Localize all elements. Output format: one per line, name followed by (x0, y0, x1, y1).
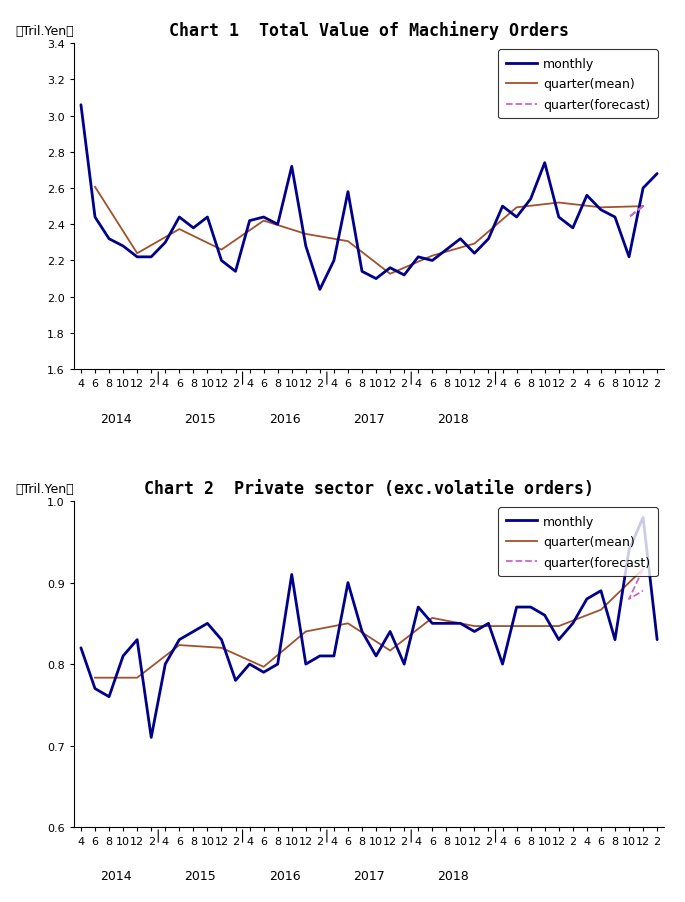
Text: 2014: 2014 (100, 412, 132, 425)
Text: 2017: 2017 (353, 412, 385, 425)
Text: （Tril.Yen）: （Tril.Yen） (15, 482, 73, 495)
Text: 2018: 2018 (438, 412, 469, 425)
Text: 2016: 2016 (269, 870, 301, 882)
Text: 2018: 2018 (438, 870, 469, 882)
Text: 2016: 2016 (269, 412, 301, 425)
Legend: monthly, quarter(mean), quarter(forecast): monthly, quarter(mean), quarter(forecast… (498, 51, 658, 119)
Text: （Tril.Yen）: （Tril.Yen） (15, 24, 73, 38)
Text: 2015: 2015 (184, 412, 216, 425)
Text: 2015: 2015 (184, 870, 216, 882)
Title: Chart 1  Total Value of Machinery Orders: Chart 1 Total Value of Machinery Orders (169, 21, 569, 40)
Text: 2014: 2014 (100, 870, 132, 882)
Text: 2017: 2017 (353, 870, 385, 882)
Legend: monthly, quarter(mean), quarter(forecast): monthly, quarter(mean), quarter(forecast… (498, 508, 658, 576)
Title: Chart 2  Private sector (exc.volatile orders): Chart 2 Private sector (exc.volatile ord… (144, 479, 594, 497)
